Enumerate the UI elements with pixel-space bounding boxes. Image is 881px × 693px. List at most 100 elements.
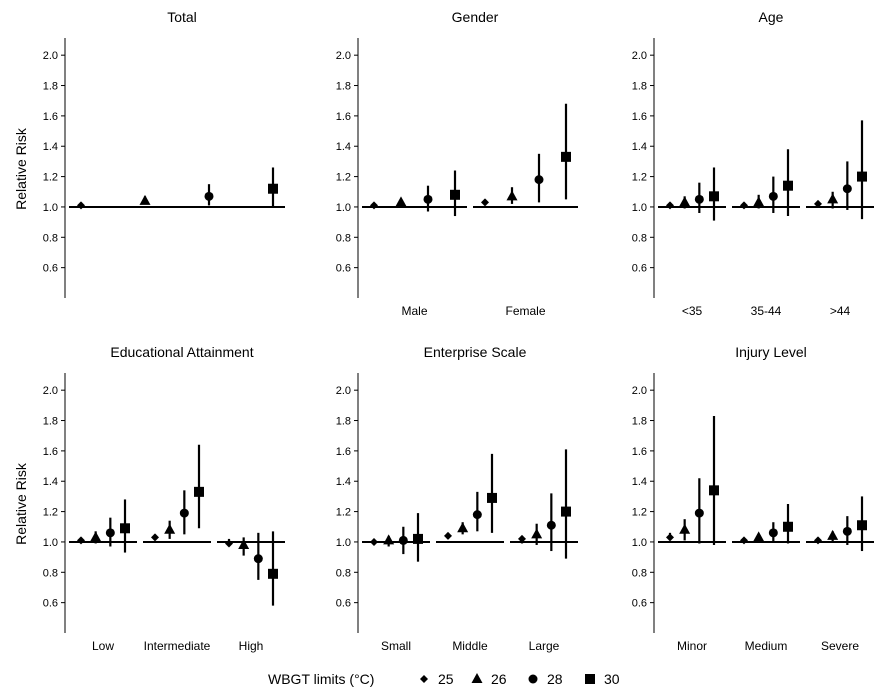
panel-total: Total 0.6 0.8 1.0 1.2 1.4 1.6 1.8 2.0 Relative Ri… [13,9,285,298]
data-point [783,180,793,191]
data-point [472,510,482,520]
y-tick-label: 2.0 [632,50,647,62]
y-tick-label: 1.8 [43,81,58,93]
data-point [814,199,822,208]
data-point [423,194,433,204]
panel-educational-attainment: Educational Attainment 0.6 0.8 1.0 1.2 1.4 1.6… [13,344,285,653]
y-tick-label: 1.4 [336,476,351,488]
category-label: High [239,639,264,653]
category-label: 35-44 [751,304,782,318]
category-label: <35 [682,304,703,318]
y-tick-label: 1.8 [336,416,351,428]
category-label: Female [505,304,545,318]
category-label: Severe [821,639,859,653]
y-tick-label: 1.4 [43,476,58,488]
y-axis-label: Relative Risk [13,127,29,210]
y-tick-label: 1.2 [43,507,58,519]
data-point [709,191,719,202]
y-tick-label: 0.6 [632,598,647,610]
category-label: Minor [677,639,707,653]
data-point [395,196,407,207]
legend-label: 30 [604,671,620,687]
y-tick-label: 1.0 [336,537,351,549]
panel-injury-level: Injury Level 0.6 0.8 1.0 1.2 1.4 1.6 1.8 2.0 Mino… [632,344,874,653]
data-point [398,535,408,545]
y-tick-label: 2.0 [43,385,58,397]
data-point [204,191,214,201]
data-point [238,538,250,549]
y-tick-label: 0.8 [43,567,58,579]
data-point [666,533,674,542]
y-tick-label: 1.0 [632,202,647,214]
category-label: >44 [830,304,851,318]
y-tick-label: 1.0 [336,202,351,214]
data-point [450,189,460,200]
y-tick-label: 0.8 [336,567,351,579]
y-tick-label: 1.2 [632,172,647,184]
panel-title: Gender [452,9,499,25]
data-point [857,520,867,531]
y-tick-label: 1.8 [632,81,647,93]
data-point [518,534,526,543]
y-tick-label: 2.0 [632,385,647,397]
legend-label: 28 [547,671,563,687]
data-point [444,531,452,540]
data-point [842,184,852,194]
data-point [827,193,839,204]
y-tick-label: 1.4 [336,141,351,153]
data-point [457,522,469,533]
y-tick-label: 0.8 [336,232,351,244]
category-label: Intermediate [144,639,211,653]
data-point [709,485,719,496]
y-tick-label: 1.6 [632,111,647,123]
y-tick-label: 2.0 [43,50,58,62]
data-point [370,537,378,546]
data-point [139,194,151,205]
data-point [827,529,839,540]
y-tick-label: 0.8 [632,567,647,579]
data-point [783,521,793,532]
data-point [413,533,423,544]
legend-label: 26 [491,671,507,687]
legend-marker [585,674,595,684]
panel-title: Enterprise Scale [424,344,527,360]
category-label: Large [529,639,560,653]
data-point [679,196,691,207]
data-point [561,506,571,517]
data-point [370,201,378,210]
data-point [77,201,85,210]
data-point [225,539,233,548]
data-point [768,191,778,201]
data-point [753,531,765,542]
y-tick-label: 1.6 [336,111,351,123]
y-tick-label: 0.6 [336,598,351,610]
data-point [768,528,778,538]
y-axis-label: Relative Risk [13,462,29,545]
data-point [77,536,85,545]
data-point [481,198,489,207]
y-tick-label: 0.6 [43,263,58,275]
category-label: Middle [452,639,488,653]
y-tick-label: 0.6 [632,263,647,275]
data-point [151,533,159,542]
category-label: Small [381,639,411,653]
data-point [531,528,543,539]
data-point [194,486,204,497]
y-tick-label: 2.0 [336,385,351,397]
y-tick-label: 0.8 [632,232,647,244]
y-tick-label: 1.0 [43,537,58,549]
data-point [561,151,571,162]
category-label: Low [92,639,114,653]
data-point [105,528,115,538]
data-point [857,171,867,182]
data-point [666,201,674,210]
category-label: Medium [745,639,788,653]
y-tick-label: 1.8 [632,416,647,428]
legend-label: 25 [438,671,454,687]
legend-marker [420,675,428,683]
y-tick-label: 1.6 [43,111,58,123]
category-label: Male [401,304,427,318]
data-point [534,175,544,185]
y-tick-label: 1.2 [336,507,351,519]
data-point [740,201,748,210]
